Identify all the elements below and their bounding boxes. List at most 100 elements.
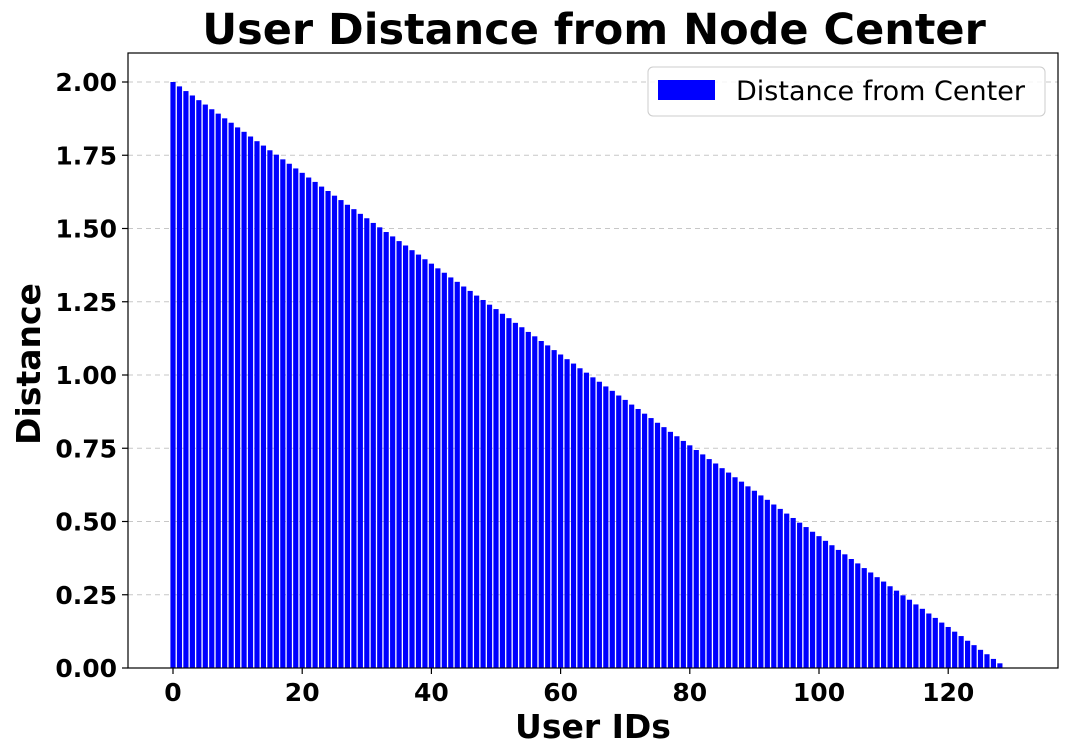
bar [764,499,770,668]
bar [913,604,919,668]
x-tick-label: 80 [672,678,707,707]
bar [893,590,900,668]
bar [887,586,893,668]
y-axis-label: Distance [9,283,48,445]
bar [874,577,880,668]
bar [357,213,363,668]
bar [680,440,686,668]
bar [971,645,977,668]
bar [635,408,641,668]
bar [525,331,531,668]
bar [196,100,202,669]
bar [170,82,176,668]
bar [997,663,1003,668]
bar [861,568,867,668]
bar [784,513,790,668]
x-axis-label: User IDs [515,707,671,746]
bar [829,545,835,668]
bar [338,200,344,668]
bar [409,250,415,668]
bar [267,150,273,668]
bar [312,181,318,668]
bar [344,204,351,668]
bar [603,386,609,668]
y-tick-label: 0.50 [55,508,117,537]
chart-title: User Distance from Node Center [202,5,986,55]
bar [209,109,215,668]
y-tick-label: 0.75 [55,434,117,463]
bar [454,281,460,668]
bar [642,413,648,668]
bar [254,141,260,668]
bar [577,368,583,668]
bar [648,418,654,668]
bar [590,377,596,668]
bar [797,522,803,668]
bar [616,395,622,668]
bar [842,554,848,668]
bar [919,608,925,668]
y-tick-label: 0.00 [55,654,117,683]
y-tick-label: 1.25 [55,288,117,317]
bar [512,322,518,668]
bar [990,658,997,668]
bar [415,254,422,668]
bar [622,399,628,668]
bar [215,113,221,668]
bar [965,640,971,668]
bar [777,508,783,668]
bar [176,86,183,668]
bar [771,504,777,668]
bar [822,540,829,668]
bar [790,517,796,668]
bar [745,486,751,668]
bar [402,245,409,669]
bar [977,649,984,668]
bar [958,636,964,668]
x-tick-label: 120 [922,678,974,707]
bar [738,481,745,668]
legend-box [647,66,1046,117]
bar [719,468,725,668]
bar [247,136,254,668]
y-tick-label: 1.00 [55,361,117,390]
bar [551,350,557,668]
bar [499,313,506,668]
bar [939,622,945,668]
bar [732,477,738,668]
bar [325,191,331,668]
bar [273,154,279,668]
bar [228,122,234,669]
bar [674,436,680,668]
x-tick-label: 0 [164,678,181,707]
bar [881,581,887,668]
bar [629,404,635,668]
bar [558,354,564,668]
bar [564,359,570,668]
bar [725,472,732,668]
bar [816,536,822,668]
bar [390,236,396,668]
plot-frame [127,52,1059,669]
bar [900,595,906,668]
legend: Distance from Center [647,66,1046,117]
bar [370,222,376,668]
bar [331,195,338,668]
bar [222,118,228,668]
bar [848,559,854,668]
bar [855,563,861,668]
bar [906,599,913,668]
x-axis-ticks: 0 20 40 60 80 100 120 [164,668,974,707]
bar [202,104,208,668]
bar [286,163,292,668]
bar [183,91,189,668]
legend-label: Distance from Center [736,76,1026,107]
bar [241,131,247,668]
y-tick-label: 2.00 [55,68,117,97]
x-tick-label: 60 [543,678,578,707]
bar [809,531,816,668]
bar [687,445,693,668]
bar [364,218,370,668]
x-tick-label: 100 [793,678,845,707]
